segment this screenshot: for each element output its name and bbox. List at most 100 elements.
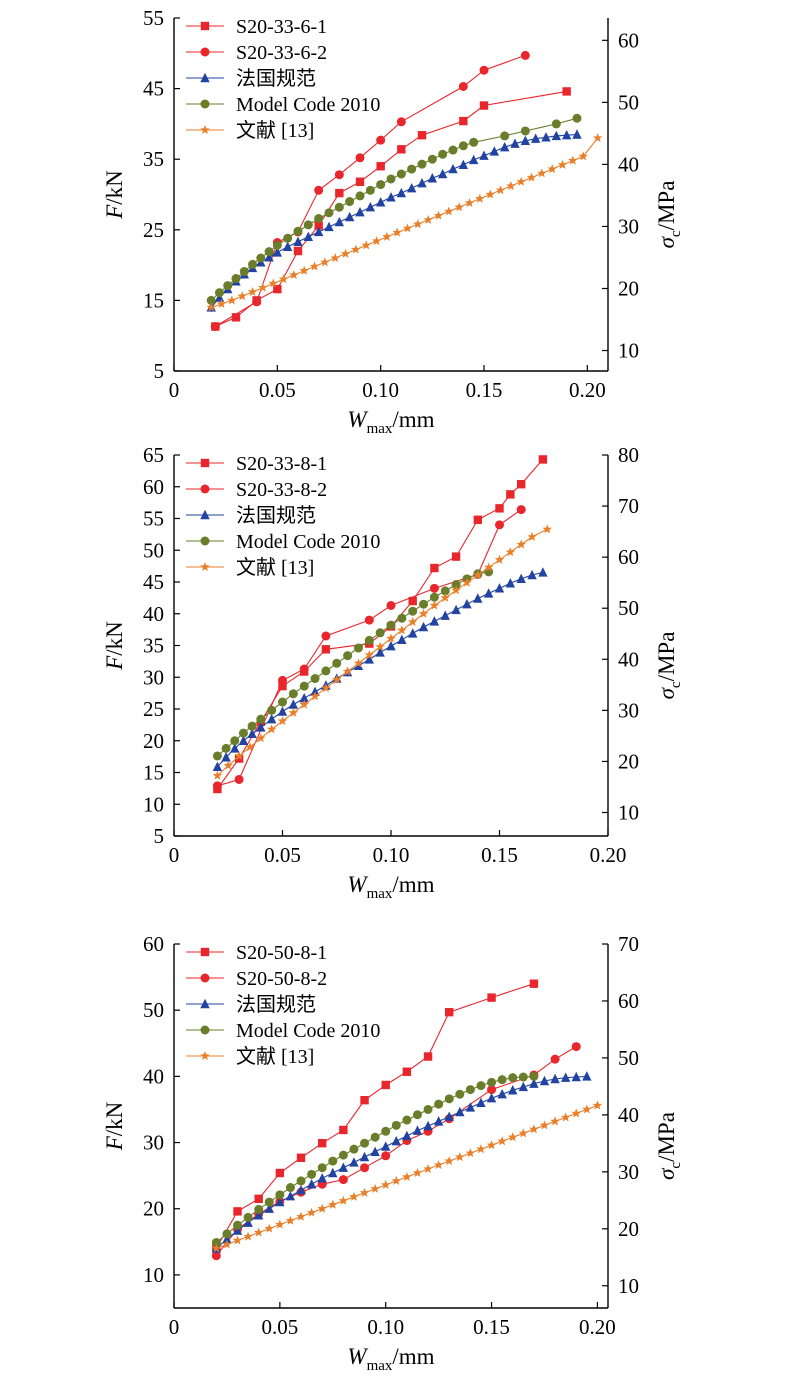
data-point — [376, 180, 386, 190]
data-point — [321, 631, 331, 641]
data-point — [433, 210, 444, 220]
y-left-tick-label: 55 — [143, 507, 164, 531]
data-point — [381, 1080, 390, 1090]
data-point — [370, 1146, 380, 1157]
series-4 — [211, 1071, 539, 1247]
data-point — [355, 191, 365, 201]
data-point — [468, 154, 479, 165]
data-point — [571, 1071, 581, 1082]
data-point — [487, 1077, 497, 1087]
data-point — [582, 1104, 592, 1114]
data-point — [483, 562, 494, 572]
data-point — [530, 133, 541, 143]
data-point — [248, 259, 258, 269]
data-point — [437, 168, 448, 179]
x-tick-label: 0.05 — [264, 843, 301, 867]
legend-marker — [200, 536, 210, 546]
data-point — [506, 490, 515, 499]
data-point — [539, 1120, 550, 1130]
data-point — [402, 223, 413, 233]
legend-label: S20-33-6-2 — [236, 42, 327, 64]
data-point — [212, 770, 223, 780]
data-point — [253, 1210, 264, 1220]
series-5 — [212, 524, 552, 780]
data-point — [375, 647, 385, 657]
x-tick-label: 0.10 — [367, 1315, 404, 1339]
data-point — [338, 1175, 348, 1185]
data-point — [518, 1081, 529, 1092]
legend-marker — [200, 973, 210, 983]
data-point — [550, 1116, 560, 1126]
legend-marker — [200, 99, 210, 109]
y-left-tick-label: 30 — [143, 665, 164, 689]
data-point — [408, 596, 417, 606]
data-point — [211, 1237, 221, 1247]
data-point — [440, 592, 451, 602]
data-point — [497, 1089, 507, 1099]
data-point — [516, 539, 526, 549]
data-point — [386, 600, 396, 610]
x-tick-label: 0.20 — [590, 843, 627, 867]
data-point — [454, 202, 464, 212]
data-point — [320, 257, 330, 267]
y-left-tick-label: 65 — [143, 443, 164, 467]
data-point — [429, 600, 440, 610]
data-point — [479, 101, 489, 110]
data-point — [376, 162, 385, 171]
data-point — [272, 247, 283, 257]
data-point — [317, 1203, 327, 1213]
data-point — [386, 174, 396, 184]
data-point — [282, 241, 293, 251]
y-left-tick-label: 25 — [143, 218, 164, 242]
data-point — [418, 621, 429, 632]
data-point — [455, 1106, 465, 1117]
legend-marker — [200, 72, 210, 83]
data-point — [397, 145, 406, 154]
y-right-tick-label: 40 — [618, 647, 639, 671]
data-point — [334, 202, 344, 212]
data-point — [275, 1168, 285, 1178]
data-point — [237, 291, 247, 301]
data-point — [592, 133, 603, 143]
data-point — [402, 1115, 412, 1125]
data-point — [438, 149, 448, 159]
data-point — [518, 1072, 528, 1082]
legend-marker — [200, 484, 210, 494]
data-point — [423, 1120, 433, 1131]
data-point — [386, 620, 396, 630]
data-point — [391, 1136, 401, 1146]
data-point — [550, 1073, 560, 1084]
data-point — [451, 580, 461, 590]
data-point — [402, 1067, 412, 1076]
data-point — [267, 705, 277, 715]
data-point — [306, 1179, 317, 1189]
data-point — [462, 599, 472, 609]
data-point — [458, 81, 468, 91]
data-point — [479, 150, 489, 160]
data-point — [397, 613, 407, 623]
legend-marker — [200, 1025, 210, 1035]
y-left-tick-label: 45 — [143, 77, 164, 101]
data-point — [505, 578, 516, 588]
data-point — [299, 265, 309, 275]
data-point — [529, 979, 539, 988]
data-point — [440, 610, 450, 620]
data-point — [572, 113, 582, 123]
data-point — [527, 569, 537, 580]
x-tick-label: 0.15 — [473, 1315, 510, 1339]
data-point — [353, 643, 363, 653]
data-point — [376, 135, 386, 145]
data-point — [212, 751, 222, 761]
data-point — [407, 617, 418, 627]
y-left-axis-label: F/kN — [102, 1101, 127, 1151]
y-left-tick-label: 5 — [154, 359, 165, 383]
data-point — [417, 130, 427, 140]
y-left-tick-label: 10 — [143, 1263, 164, 1287]
legend-label: S20-33-6-1 — [236, 16, 327, 38]
data-point — [371, 236, 382, 246]
x-axis-label: Wmax/mm — [347, 872, 434, 902]
data-point — [483, 588, 494, 598]
data-point — [413, 219, 423, 229]
data-point — [444, 1111, 454, 1121]
data-point — [332, 658, 342, 668]
